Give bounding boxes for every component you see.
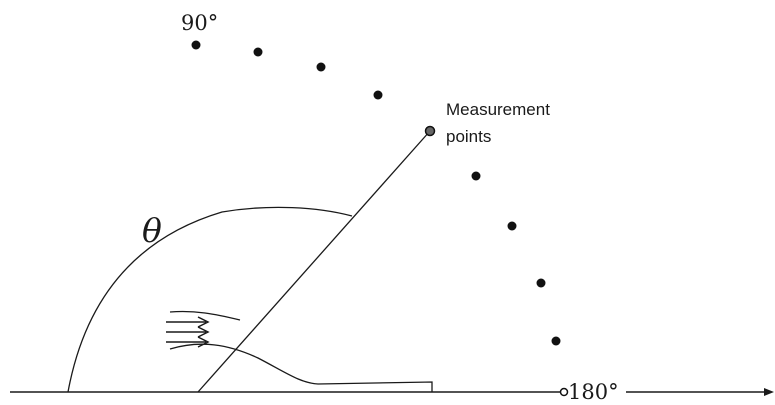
measurement-point-highlighted (424, 125, 436, 137)
body-profile (169, 343, 433, 392)
angle-label-180: 180° (568, 380, 619, 404)
theta-label: θ (142, 211, 162, 250)
measurement-point (551, 336, 561, 346)
measurement-point-end (559, 387, 569, 397)
measurement-label-line2: points (446, 127, 491, 146)
angle-label-90: 90° (181, 11, 218, 35)
theta-arc (67, 206, 353, 393)
measurement-point (191, 40, 201, 50)
measurement-point (536, 278, 546, 288)
flow-streamline (169, 310, 241, 321)
measurement-point (471, 171, 481, 181)
measurement-points (191, 40, 569, 397)
radius-line (197, 130, 431, 393)
arrow-right-icon (764, 388, 774, 396)
measurement-point (316, 62, 326, 72)
measurement-point (253, 47, 263, 57)
measurement-point (373, 90, 383, 100)
measurement-point (507, 221, 517, 231)
triple-right-arrow-icon (166, 316, 210, 348)
measurement-label-line1: Measurement (446, 100, 550, 119)
